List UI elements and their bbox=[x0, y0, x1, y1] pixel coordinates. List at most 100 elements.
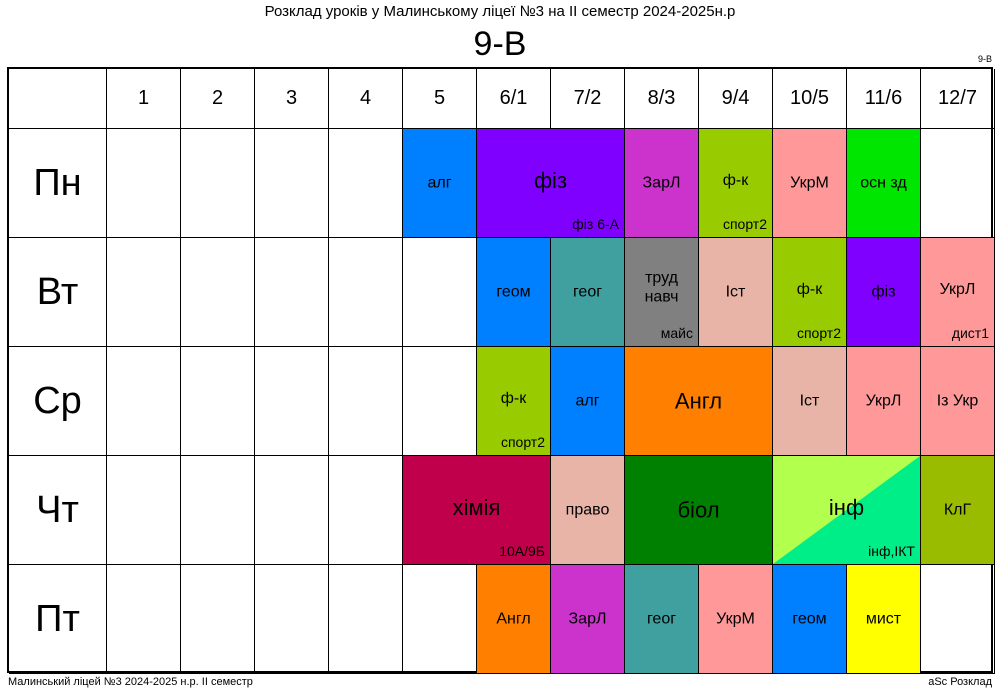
empty-cell bbox=[255, 565, 329, 674]
lesson-subject: осн зд bbox=[860, 174, 907, 192]
empty-cell bbox=[921, 565, 995, 674]
lesson-card[interactable]: мист bbox=[847, 565, 921, 674]
lesson-subject: геог bbox=[572, 283, 603, 301]
lesson-card[interactable]: алг bbox=[403, 129, 477, 238]
lesson-card[interactable]: труд навч майс bbox=[625, 238, 699, 347]
empty-cell bbox=[329, 565, 403, 674]
lesson-card[interactable]: Іст bbox=[699, 238, 773, 347]
lesson-subject: геог bbox=[646, 610, 677, 628]
lesson-subject: фіз bbox=[871, 283, 896, 301]
empty-cell bbox=[921, 129, 995, 238]
lesson-subject: Англ bbox=[496, 610, 531, 628]
empty-cell bbox=[107, 238, 181, 347]
lesson-card[interactable]: Із Укр bbox=[921, 347, 995, 456]
lesson-card[interactable]: УкрМ bbox=[773, 129, 847, 238]
empty-cell bbox=[107, 129, 181, 238]
lesson-subject: Іст bbox=[725, 283, 746, 301]
empty-cell bbox=[181, 347, 255, 456]
period-header: 5 bbox=[403, 69, 477, 129]
period-header: 3 bbox=[255, 69, 329, 129]
period-header: 6/1 bbox=[477, 69, 551, 129]
empty-cell bbox=[107, 565, 181, 674]
empty-cell bbox=[329, 456, 403, 565]
lesson-card[interactable]: УкрЛ дист1 bbox=[921, 238, 995, 347]
lesson-card[interactable]: хімія 10А/9Б bbox=[403, 456, 551, 565]
day-label: Ср bbox=[9, 347, 107, 456]
empty-cell bbox=[255, 129, 329, 238]
lesson-room: спорт2 bbox=[500, 434, 545, 450]
lesson-subject: біол bbox=[677, 497, 720, 523]
lesson-subject: геом bbox=[792, 610, 827, 628]
lesson-card[interactable]: ЗарЛ bbox=[551, 565, 625, 674]
lesson-subject: Із Укр bbox=[936, 392, 979, 410]
lesson-subject: фіз bbox=[533, 168, 568, 194]
empty-cell bbox=[181, 129, 255, 238]
lesson-card[interactable]: Англ bbox=[477, 565, 551, 674]
day-label: Пн bbox=[9, 129, 107, 238]
timetable-grid: 1 2 3 4 5 6/1 7/2 8/3 9/4 10/5 11/6 12/7 Пн Вт Ср Чт Пт а… bbox=[7, 67, 995, 674]
lesson-card[interactable]: осн зд bbox=[847, 129, 921, 238]
empty-cell bbox=[255, 347, 329, 456]
empty-cell bbox=[329, 129, 403, 238]
empty-cell bbox=[255, 238, 329, 347]
period-header: 11/6 bbox=[847, 69, 921, 129]
lesson-subject: Англ bbox=[674, 388, 723, 414]
lesson-subject: алг bbox=[575, 392, 600, 410]
lesson-card[interactable]: Іст bbox=[773, 347, 847, 456]
lesson-room: фіз 6-А bbox=[572, 216, 619, 232]
period-header: 1 bbox=[107, 69, 181, 129]
empty-cell bbox=[181, 456, 255, 565]
lesson-card[interactable]: геог bbox=[625, 565, 699, 674]
lesson-room: 10А/9Б bbox=[499, 543, 545, 559]
lesson-card[interactable]: геом bbox=[477, 238, 551, 347]
lesson-room: майс bbox=[660, 325, 693, 341]
lesson-card[interactable]: Англ bbox=[625, 347, 773, 456]
period-header: 4 bbox=[329, 69, 403, 129]
split-group-background bbox=[773, 456, 920, 564]
empty-cell bbox=[403, 238, 477, 347]
lesson-subject: геом bbox=[496, 283, 531, 301]
lesson-room: спорт2 bbox=[722, 216, 767, 232]
day-label: Пт bbox=[9, 565, 107, 674]
period-header: 7/2 bbox=[551, 69, 625, 129]
lesson-card[interactable]: алг bbox=[551, 347, 625, 456]
lesson-room: дист1 bbox=[951, 325, 989, 341]
lesson-subject: ф-к bbox=[796, 281, 823, 299]
lesson-card[interactable]: ЗарЛ bbox=[625, 129, 699, 238]
empty-cell bbox=[329, 238, 403, 347]
lesson-subject: УкрЛ bbox=[939, 281, 976, 299]
lesson-card[interactable]: біол bbox=[625, 456, 773, 565]
lesson-card[interactable]: УкрЛ bbox=[847, 347, 921, 456]
lesson-subject: ф-к bbox=[722, 172, 749, 190]
lesson-card[interactable]: ф-к спорт2 bbox=[699, 129, 773, 238]
lesson-card[interactable]: фіз bbox=[847, 238, 921, 347]
lesson-subject: ф-к bbox=[500, 390, 527, 408]
lesson-subject: мист bbox=[865, 610, 902, 628]
empty-cell bbox=[403, 347, 477, 456]
schedule-title: Розклад уроків у Малинському ліцеї №3 на… bbox=[264, 3, 736, 20]
lesson-subject: труд навч bbox=[644, 269, 679, 306]
lesson-subject: алг bbox=[427, 174, 452, 192]
lesson-room: спорт2 bbox=[796, 325, 841, 341]
lesson-card[interactable]: геог bbox=[551, 238, 625, 347]
footer-school-info: Малинський ліцей №3 2024-2025 н.р. ІІ се… bbox=[8, 676, 253, 688]
lesson-card[interactable]: фіз фіз 6-А bbox=[477, 129, 625, 238]
lesson-card[interactable]: право bbox=[551, 456, 625, 565]
lesson-card[interactable]: ф-к спорт2 bbox=[477, 347, 551, 456]
lesson-card[interactable]: геом bbox=[773, 565, 847, 674]
class-name-heading: 9-В bbox=[473, 25, 527, 63]
lesson-subject: хімія bbox=[452, 495, 501, 521]
day-label: Вт bbox=[9, 238, 107, 347]
lesson-subject: УкрМ bbox=[716, 610, 755, 628]
lesson-subject: ЗарЛ bbox=[568, 610, 607, 628]
lesson-card[interactable]: КлГ bbox=[921, 456, 995, 565]
lesson-card[interactable]: ф-к спорт2 bbox=[773, 238, 847, 347]
lesson-subject: право bbox=[565, 501, 610, 519]
empty-cell bbox=[329, 347, 403, 456]
lesson-card[interactable]: інф інф,ІКТ bbox=[773, 456, 921, 565]
lesson-subject: Іст bbox=[799, 392, 820, 410]
period-header: 9/4 bbox=[699, 69, 773, 129]
empty-cell bbox=[107, 456, 181, 565]
class-corner-tag: 9-В bbox=[977, 54, 992, 64]
lesson-card[interactable]: УкрМ bbox=[699, 565, 773, 674]
